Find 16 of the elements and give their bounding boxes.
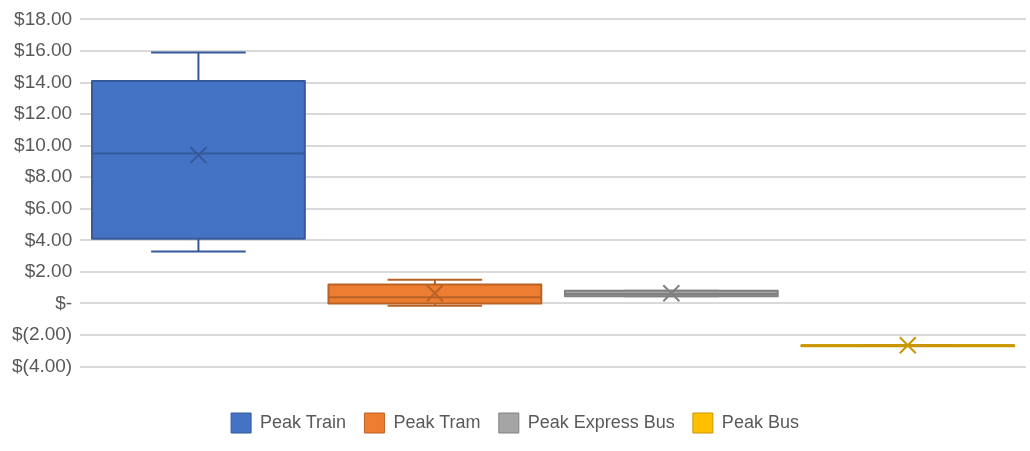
y-tick-label: $4.00 [24,228,73,250]
y-tick-label: $8.00 [24,165,73,187]
y-tick-label: $12.00 [14,102,73,124]
y-tick-label: $18.00 [14,7,73,29]
legend-label: Peak Express Bus [527,411,675,432]
legend-label: Peak Bus [721,411,799,432]
y-tick-label: $(2.00) [12,323,73,345]
y-tick-label: $14.00 [14,70,73,92]
legend-label: Peak Tram [393,411,481,432]
y-tick-label: $10.00 [14,133,73,155]
y-tick-label: $16.00 [14,39,73,61]
y-tick-label: $6.00 [24,197,73,219]
legend-label: Peak Train [260,411,347,432]
y-tick-label: $2.00 [24,260,73,282]
y-tick-label: $(4.00) [12,354,73,376]
y-tick-label: $- [55,291,73,313]
